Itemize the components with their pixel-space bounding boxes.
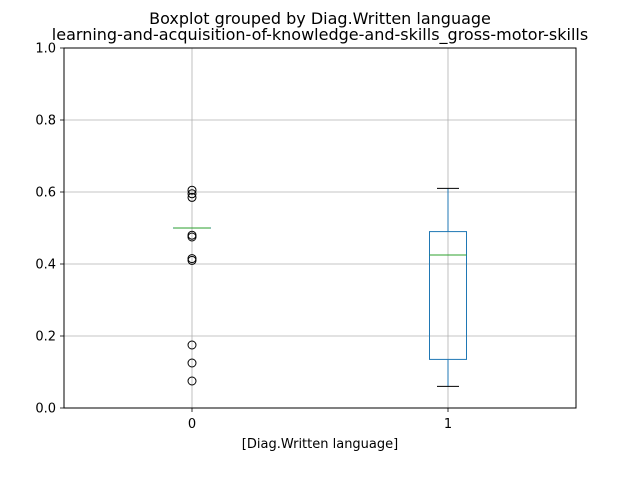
outlier-point [187,358,197,368]
outlier-point [187,255,197,265]
x-tick-label: 0 [188,417,196,432]
grid-lines [64,47,576,409]
outlier-point [187,185,197,195]
y-tick-label: 0.0 [35,402,56,417]
outlier-point [187,376,197,386]
chart-subtitle: learning-and-acquisition-of-knowledge-an… [52,25,588,45]
y-tick-label: 1.0 [35,42,56,57]
y-tick-label: 0.6 [35,186,56,201]
chart-title: Boxplot grouped by Diag.Written language [149,9,491,28]
x-axis-label: [Diag.Written language] [242,437,398,452]
y-tick-label: 0.4 [35,258,56,273]
x-tick-label: 1 [444,417,452,432]
plot-frame [63,47,577,409]
outlier-point [187,232,197,242]
y-tick-label: 0.8 [35,114,56,129]
outlier-point [187,192,197,202]
outlier-point [187,189,197,199]
axis-ticks: 0.0 0.2 0.4 0.6 0.8 1.0 0 1 [35,42,452,433]
y-tick-label: 0.2 [35,330,56,345]
box [429,231,467,360]
outlier-point [187,340,197,350]
boxes-group [173,185,467,387]
